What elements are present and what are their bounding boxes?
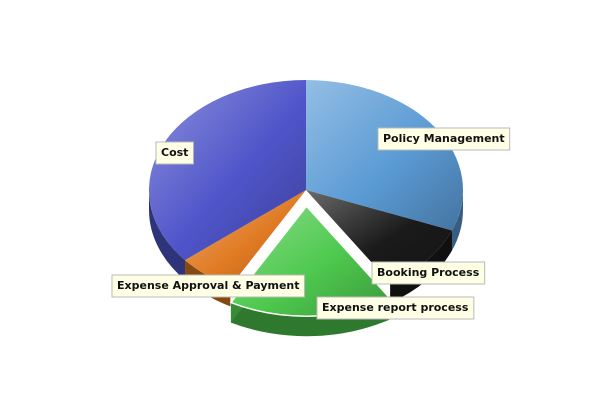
slice-label-cost: Cost — [155, 141, 194, 165]
pie-slice-cost[interactable] — [149, 80, 306, 261]
slice-label-expense-report-process: Expense report process — [316, 296, 475, 320]
slice-label-expense-approval-payment: Expense Approval & Payment — [111, 274, 306, 298]
slice-label-box — [371, 261, 486, 285]
slice-label-booking-process: Booking Process — [371, 261, 486, 285]
slice-label-text: Booking Process — [377, 266, 480, 279]
slice-label-box — [111, 274, 306, 298]
slice-label-policy-management: Policy Management — [377, 127, 511, 151]
pie-slice-expense-approval-payment[interactable] — [185, 190, 306, 287]
slice-label-box — [155, 141, 194, 165]
pie-slice-side — [451, 190, 464, 251]
slice-label-text: Expense Approval & Payment — [117, 279, 300, 292]
slice-label-box — [316, 296, 475, 320]
slice-label-text: Policy Management — [383, 132, 505, 145]
label-layer: Policy Management Booking Process Expense … — [111, 127, 511, 320]
slice-label-text: Cost — [161, 146, 188, 159]
pie-slice-booking-process[interactable] — [306, 190, 452, 283]
pie-slice-side — [230, 299, 391, 337]
slice-label-text: Expense report process — [322, 301, 469, 314]
pie-slice-side — [149, 190, 186, 281]
pie-slice-policy-management[interactable] — [306, 80, 463, 231]
slice-label-box — [377, 127, 511, 151]
